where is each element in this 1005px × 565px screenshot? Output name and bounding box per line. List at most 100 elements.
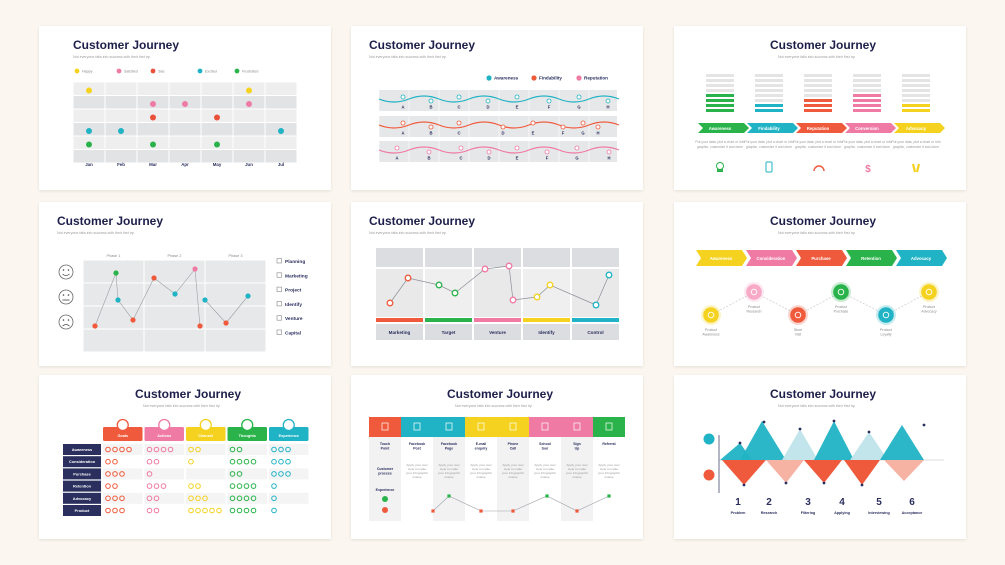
point-label: G (577, 105, 580, 110)
level-bar (804, 99, 832, 102)
map-dot (113, 270, 119, 276)
rating-dot (243, 483, 250, 489)
slide-6-stage-flow[interactable]: Customer Journey Not everyone falls into… (674, 202, 966, 366)
row-label: Awareness (72, 447, 92, 452)
grid-cell (265, 96, 297, 109)
checkbox-icon (276, 272, 282, 278)
column-body (523, 269, 570, 317)
slide-9-triangle-steps[interactable]: Customer Journey Not everyone falls into… (674, 375, 966, 539)
grid-cell (265, 150, 297, 163)
magnifier-icon (750, 288, 758, 296)
color-bar (474, 318, 521, 322)
rating-dot (229, 495, 236, 502)
wave-node (574, 145, 580, 151)
step-node (921, 284, 937, 300)
level-bar (902, 84, 930, 87)
cell (144, 505, 184, 516)
slide-1-emotion-grid[interactable]: Customer Journey Not everyone falls into… (39, 26, 331, 190)
cell (186, 492, 226, 504)
step-label: Advocacy (921, 310, 936, 314)
slide-3-bar-stages[interactable]: Customer Journey Not everyone falls into… (674, 26, 966, 190)
grid-cell (105, 136, 137, 149)
row-label: Purchase (73, 471, 91, 476)
trend-dot (533, 293, 541, 301)
point-label: H (607, 156, 610, 161)
level-bar (853, 109, 881, 112)
touchpoint-label: E-mail (476, 442, 487, 446)
stage-label: Awareness (709, 126, 732, 131)
valley-triangle (722, 460, 766, 485)
wave-node (486, 149, 492, 155)
legend-dot (150, 68, 156, 74)
footprints-icon (911, 163, 921, 173)
cell (269, 456, 309, 468)
store-icon (794, 311, 802, 319)
cell (144, 480, 184, 492)
bar-stages-graphic: Awareness Put your data, plot a chart or … (695, 74, 945, 175)
slide-subtitle: Not everyone falls into success with the… (143, 404, 221, 408)
column-header (227, 427, 267, 441)
rating-dot (271, 495, 277, 502)
slide-8-touchpoint-table[interactable]: Customer Journey Not everyone falls into… (351, 375, 643, 539)
row-header (63, 505, 101, 516)
column-body (425, 269, 472, 317)
process-text: unique (604, 475, 614, 479)
slide-2-wave-lines[interactable]: Customer Journey Not everyone falls into… (351, 26, 643, 190)
face-mouth (62, 273, 70, 276)
label-cell (572, 324, 619, 340)
rating-dot (105, 446, 111, 453)
level-bar (853, 79, 881, 82)
stage-label: Advocacy (911, 256, 932, 261)
item-label: Marketing (285, 273, 308, 279)
process-text: unique (540, 475, 550, 479)
step-node (878, 307, 894, 323)
stage-label: Findability (758, 126, 780, 131)
level-bar (706, 84, 734, 87)
rating-dot (153, 458, 160, 465)
sad-face-icon (703, 469, 715, 481)
row-label: Consideration (69, 459, 96, 464)
emotion-dot (86, 87, 92, 94)
vertex-dot (860, 483, 864, 487)
legend-label: Awareness (494, 76, 519, 81)
slide-7-matrix-table[interactable]: Customer Journey Not everyone falls into… (39, 375, 331, 539)
level-bar (853, 89, 881, 92)
cell (186, 468, 226, 480)
column-icon (541, 422, 549, 431)
level-bar (804, 89, 832, 92)
rating-dot (119, 507, 125, 514)
grid-cell (169, 123, 201, 136)
wave-node (530, 120, 536, 126)
wave-node (456, 94, 462, 100)
row-header (63, 480, 101, 492)
slide-5-line-columns[interactable]: Customer Journey Not everyone falls into… (351, 202, 643, 366)
process-text: style to make (472, 467, 491, 471)
map-dot (245, 293, 251, 299)
level-bar (804, 94, 832, 97)
slide-4-phase-map[interactable]: Customer Journey Not everyone falls into… (39, 202, 331, 366)
experience-point (479, 509, 483, 513)
point-label: F (562, 131, 565, 136)
level-bar (706, 94, 734, 97)
column-body (497, 437, 529, 521)
point-label: D (486, 105, 489, 110)
heart-icon (882, 311, 890, 319)
header-icon (116, 418, 129, 432)
grid-cell (169, 109, 201, 122)
rating-dot (146, 458, 153, 465)
row-label: Customer (377, 467, 394, 471)
slide-subtitle: Not everyone falls into success with the… (369, 231, 447, 235)
flow-connector (710, 291, 755, 316)
touchpoint-label: Page (445, 447, 453, 451)
grid-cell (233, 123, 265, 136)
rating-dot (105, 495, 111, 502)
wave-node (394, 145, 400, 151)
map-dot (130, 317, 136, 323)
cell (103, 468, 143, 480)
column-body (561, 437, 593, 521)
header-icon (282, 418, 295, 432)
process-text: your infographic (598, 471, 620, 475)
point-label: D (487, 156, 490, 161)
grid-cell (201, 150, 233, 163)
rating-dot (250, 458, 257, 465)
